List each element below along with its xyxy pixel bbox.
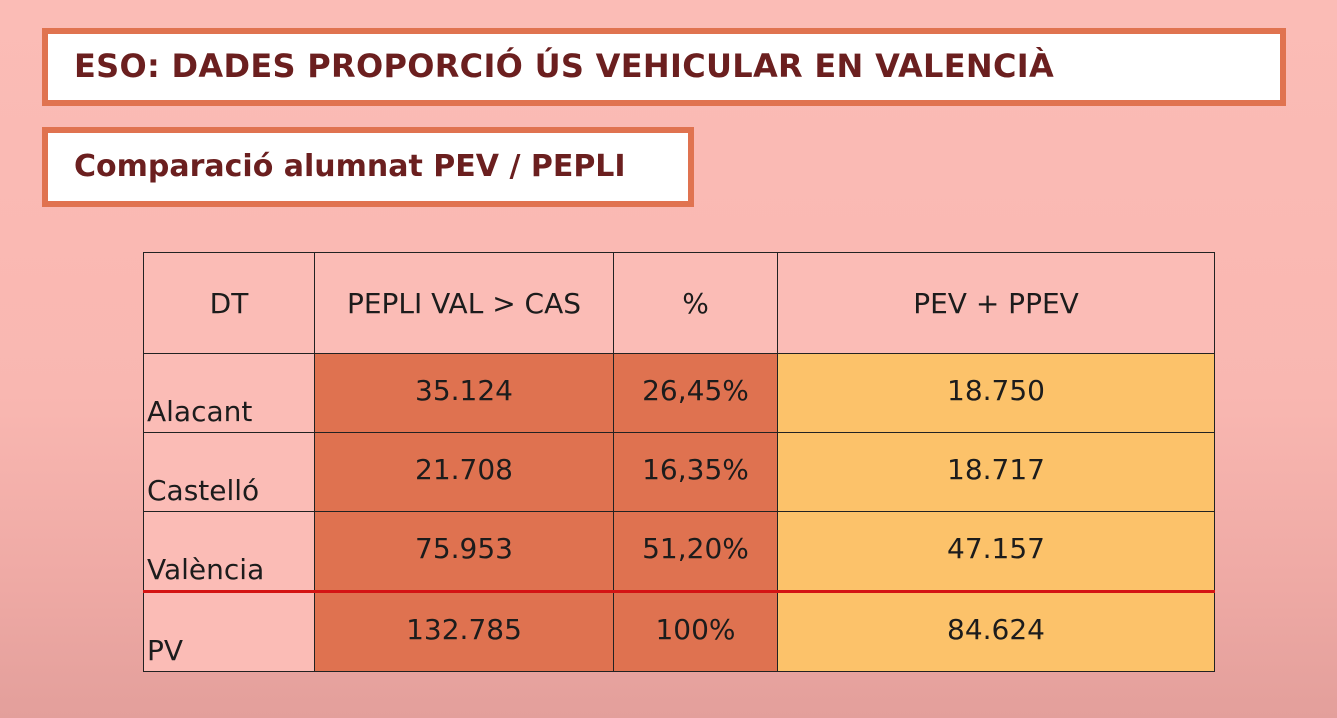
table-row: València 75.953 51,20% 47.157 [143,511,1215,592]
pepli-value: 132.785 [314,590,614,672]
percent-value: 51,20% [613,511,778,592]
header-dt: DT [143,252,315,354]
page-title: ESO: DADES PROPORCIÓ ÚS VEHICULAR EN VAL… [74,47,1055,85]
table-header-row: DT PEPLI VAL > CAS % PEV + PPEV [143,252,1215,354]
percent-value: 16,35% [613,432,778,512]
percent-value: 26,45% [613,353,778,433]
row-label: València [143,511,315,592]
pepli-value: 35.124 [314,353,614,433]
row-label: Alacant [143,353,315,433]
subtitle-box: Comparació alumnat PEV / PEPLI [42,127,694,207]
pev-value: 18.717 [777,432,1215,512]
table-row: Alacant 35.124 26,45% 18.750 [143,353,1215,433]
header-pev: PEV + PPEV [777,252,1215,354]
table-row: Castelló 21.708 16,35% 18.717 [143,432,1215,512]
pepli-value: 21.708 [314,432,614,512]
header-pepli: PEPLI VAL > CAS [314,252,614,354]
table-row-total: PV 132.785 100% 84.624 [143,590,1215,672]
row-label: Castelló [143,432,315,512]
pev-value: 47.157 [777,511,1215,592]
page-subtitle: Comparació alumnat PEV / PEPLI [74,149,626,184]
pepli-value: 75.953 [314,511,614,592]
row-label: PV [143,590,315,672]
pev-value: 18.750 [777,353,1215,433]
title-box: ESO: DADES PROPORCIÓ ÚS VEHICULAR EN VAL… [42,28,1286,106]
comparison-table: DT PEPLI VAL > CAS % PEV + PPEV Alacant … [143,252,1215,672]
pev-value: 84.624 [777,590,1215,672]
header-percent: % [613,252,778,354]
percent-value: 100% [613,590,778,672]
